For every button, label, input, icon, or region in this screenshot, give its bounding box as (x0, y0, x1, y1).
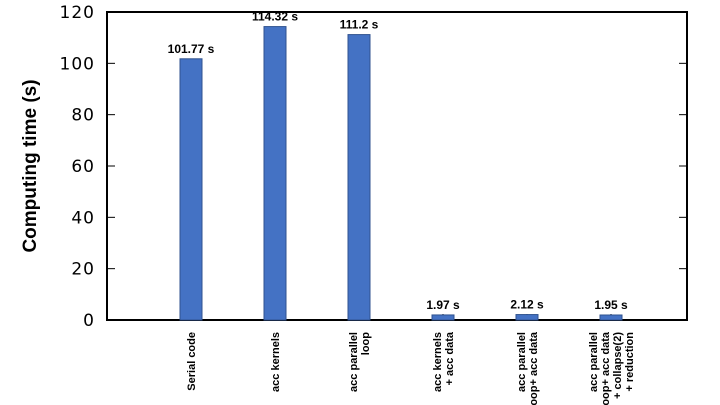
y-axis-label: Computing time (s) (20, 79, 41, 252)
category-label-line: acc parallel (516, 332, 528, 392)
chart-axes: 0 20 40 60 80 100 120 (60, 3, 688, 331)
category-label-line: acc kernels (270, 332, 282, 392)
bars-group (179, 26, 623, 321)
bar (347, 34, 371, 321)
y-tick-label: 100 (60, 54, 95, 74)
category-label-line: acc parallel (348, 332, 360, 392)
data-label: 2.12 s (510, 298, 544, 312)
bar (263, 26, 287, 321)
bar (431, 314, 455, 321)
category-label-line: loop+ acc data (600, 331, 612, 405)
category-label-line: acc kernels (432, 332, 444, 392)
data-label: 1.97 s (426, 298, 460, 312)
category-label-line: Serial code (186, 332, 198, 391)
y-tick-label: 40 (71, 208, 95, 228)
category-label-line: + collapse(2) (612, 332, 624, 399)
category-label-line: + reduction (624, 332, 636, 392)
bar (515, 314, 539, 321)
category-label-line: loop+ acc data (528, 331, 540, 405)
category-label: acc parallel loop (348, 332, 372, 392)
data-label: 1.95 s (594, 298, 628, 312)
y-tick-label: 0 (83, 311, 95, 331)
data-label: 101.77 s (168, 42, 215, 56)
y-tick-label: 120 (60, 3, 95, 23)
category-label: acc parallel loop+ acc data + collapse(2) +… (588, 331, 636, 405)
y-tick-label: 80 (71, 106, 95, 126)
data-label: 111.2 s (340, 18, 379, 32)
data-label: 114.32 s (252, 10, 298, 24)
category-label-line: acc parallel (588, 332, 600, 392)
y-tick-label: 60 (71, 157, 95, 177)
bar (179, 58, 203, 321)
category-label-line: loop (360, 332, 372, 355)
category-label: acc kernels + acc data (432, 331, 456, 392)
y-tick-label: 20 (71, 260, 95, 280)
category-label-line: + acc data (444, 331, 456, 385)
category-label: Serial code (186, 332, 198, 391)
category-label: acc kernels (270, 332, 282, 392)
category-label: acc parallel loop+ acc data (516, 331, 540, 405)
labels-group: 101.77 s Serial code 114.32 s acc kernels 11… (168, 10, 636, 405)
bar (599, 314, 623, 321)
